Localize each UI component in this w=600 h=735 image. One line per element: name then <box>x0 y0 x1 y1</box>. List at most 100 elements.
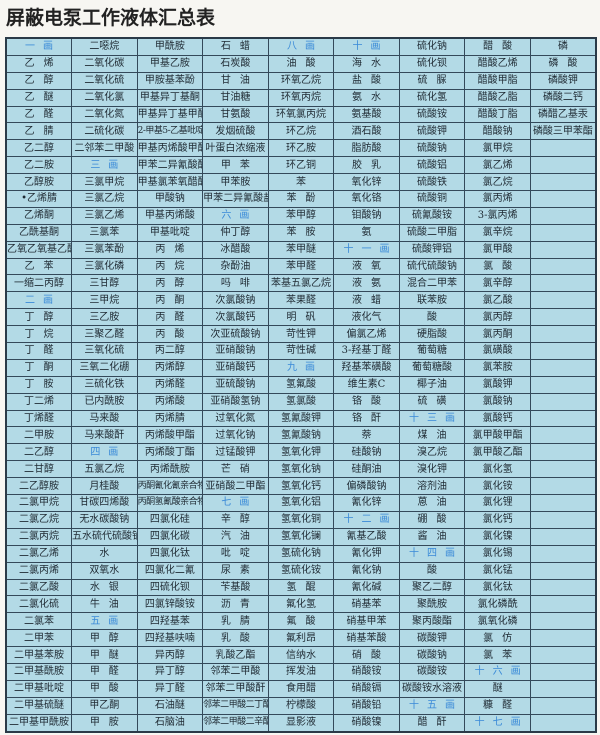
table-row: 二氯甲烷 甘碳四烯酸 丙酮氢氰酸亲合物 七画 氢氧化铝 氰化锌 蒽油 氯化锂 <box>5 494 597 512</box>
table-cell: 乙烯 <box>5 54 73 73</box>
table-cell: 氢硫化钠 <box>267 544 335 563</box>
table-cell: 邻苯二甲酸二丁酯 <box>202 696 269 715</box>
table-row: 二甲基吡啶 甲酸 异丁醛 邻苯二甲酸酐 食用醋 硝酸镉 碳酸铵水溶液醚 <box>5 679 597 698</box>
table-cell: 葡萄糖酸 <box>398 358 466 377</box>
table-cell: 苯 <box>267 173 335 192</box>
table-cell: 二氯化硫 <box>5 595 73 614</box>
table-cell: 五氯乙烷 <box>71 460 138 479</box>
table-cell: 氢氯酸 <box>267 392 335 411</box>
table-cell: 丙酮 <box>136 291 204 310</box>
table-cell: 三氧二化硼 <box>71 358 138 377</box>
table-cell: 丙二醇 <box>136 342 204 360</box>
table-cell: 醋酸乙烯 <box>464 54 531 73</box>
table-cell: 环乙胺 <box>267 139 335 158</box>
table-cell: 二氧化氯 <box>71 88 138 107</box>
table-cell: 硫磺 <box>398 392 466 411</box>
table-cell: 硝基苯酸 <box>333 629 400 648</box>
table-row: 二画 三甲烷 丙酮 次氯酸钠 苯果醛 液蜡 联苯胺 氯乙酸 <box>5 291 597 310</box>
table-cell: 丁醇 <box>5 308 73 327</box>
table-cell: 汽油 <box>202 527 269 546</box>
table-cell: 氯甲酸 <box>464 240 531 259</box>
table-cell: 二甲基甲酰胺 <box>5 713 73 733</box>
table-cell: 甘油糖 <box>202 88 269 107</box>
table-cell: 苛性钾 <box>267 325 335 344</box>
table-cell: 月桂酸 <box>71 477 138 496</box>
table-cell: 溶剂油 <box>398 477 466 496</box>
table-cell: 二硫化碳 <box>71 122 138 141</box>
table-row: 乙烯 二氧化碳 甲基乙胺 石炭酸 油酸 海水 硫化钡 醋酸乙烯 磷酸 <box>5 54 597 73</box>
table-cell: 氯化镍 <box>464 527 531 546</box>
table-cell: 乙酰基酮 <box>5 223 73 242</box>
table-cell <box>529 662 597 681</box>
table-cell: 氯化铵 <box>464 477 531 496</box>
table-cell: 氯丙醇 <box>464 308 531 327</box>
table-cell: 甲酸钠 <box>136 190 204 208</box>
table-cell <box>529 173 597 192</box>
table-cell <box>529 527 597 546</box>
table-cell: 异丁醇 <box>136 662 204 681</box>
table-cell <box>529 426 597 445</box>
table-cell: 苯基五氯乙烷 <box>267 274 335 293</box>
table-cell <box>529 409 597 428</box>
table-cell: 硫脲 <box>398 71 466 90</box>
table-cell: 次氯酸钠 <box>202 291 269 310</box>
table-cell <box>529 460 597 479</box>
table-cell: 氢硫化铵 <box>267 561 335 580</box>
table-cell: 氯乙酸 <box>464 291 531 310</box>
table-row: 丁烯醛 马来酸 丙烯腈 过氧化氮 氢氰酸钾 铬酐 十三画 氯酸钙 <box>5 409 597 428</box>
table-cell: 氯甲酸乙酯 <box>464 443 531 462</box>
table-cell: 乳酸 <box>202 629 269 648</box>
table-cell: 苯甲醚 <box>267 240 335 259</box>
table-cell: 硝酸镍 <box>333 713 400 733</box>
table-cell: 丁烷 <box>5 325 73 344</box>
table-cell: 已内酰胺 <box>71 392 138 411</box>
table-cell: 石炭酸 <box>202 54 269 73</box>
section-heading-cell: 十三画 <box>398 409 466 428</box>
table-cell: 铬酐 <box>333 409 400 428</box>
table-cell: 甲基氯苯氧醋酸 <box>136 173 204 192</box>
table-cell: 硼酸 <box>398 510 466 529</box>
table-row: 乙醇 二氧化硫 甲胺基苯酚 甘油 环氧乙烷 盐酸 硫脲 醋酸甲脂 磷酸钾 <box>5 71 597 90</box>
table-cell: 磷醋乙基汞 <box>529 105 597 124</box>
table-cell: 仲丁醇 <box>202 223 269 242</box>
table-cell: 二甲胺 <box>5 426 73 445</box>
table-cell: 硫酸铵 <box>398 105 466 124</box>
table-row: 乙醛 二氧化氮 甲基异丁基甲酮 甘氨酸 环氧氯丙烷 氨基酸 硫酸铵 醋酸丁脂 磷醋乙基汞 <box>5 105 597 124</box>
table-cell: 氯仿 <box>464 629 531 648</box>
table-row: 二氯丙烷 五水硫代硫酸钠 四氯化碳 汽油 氢氧化镧 氰基乙酸 酱油 氯化镍 <box>5 527 597 546</box>
table-cell: 氰化碱 <box>333 578 400 597</box>
table-cell: 硅酸钠 <box>333 443 400 462</box>
table-cell: 甲酸 <box>71 679 138 698</box>
table-row: 二甲苯 甲醇 四羟基呋喃 乳酸 氟利昂 硝基苯酸 碳酸钾 氯仿 <box>5 629 597 648</box>
table-cell: 醋酸乙脂 <box>464 88 531 107</box>
table-cell: 三氧化硫 <box>71 342 138 360</box>
table-cell: 氯甲酸甲酯 <box>464 426 531 445</box>
table-cell: 氯乙烷 <box>464 173 531 192</box>
table-cell: 丁胺 <box>5 375 73 394</box>
table-cell: 石油醚 <box>136 696 204 715</box>
table-cell: 三氯甲烷 <box>71 173 138 192</box>
table-row: 二甲基苯胺 甲醚 异丙醇 乳酸乙酯 信纳水 硝酸 碳酸钠 氯苯 <box>5 646 597 664</box>
table-cell <box>529 510 597 529</box>
table-cell: 乙二胺 <box>5 156 73 175</box>
table-cell: 联苯胺 <box>398 291 466 310</box>
table-cell: 苯胺 <box>267 223 335 242</box>
table-cell: 甲苯胺 <box>202 173 269 192</box>
table-cell: 氢氰酸钾 <box>267 409 335 428</box>
table-cell: 硫代硫酸钠 <box>398 257 466 276</box>
table-cell: 丙醇 <box>136 274 204 293</box>
table-cell <box>529 291 597 310</box>
table-row: 二甘醇 五氯乙烷 丙烯酰胺 芒硝 氢氧化钠 硅酮油 溴化钾 氯化氢 <box>5 460 597 479</box>
table-cell: 氟酸 <box>267 612 335 631</box>
table-cell: 羟基苯磺酸 <box>333 358 400 377</box>
table-cell: 甲醛 <box>71 662 138 681</box>
table-cell: 二氯丙烯 <box>5 561 73 580</box>
table-cell: 椰子油 <box>398 375 466 394</box>
table-cell: 铬酸 <box>333 392 400 411</box>
table-cell: 叶蛋白浓缩液 <box>202 139 269 158</box>
table-cell: 甲基丙烯酸 <box>136 206 204 225</box>
table-cell: 硫酸钾铝 <box>398 240 466 259</box>
section-heading-cell: 十画 <box>333 37 400 56</box>
table-cell: 甲苯二异氰酸盐 <box>202 190 269 208</box>
table-cell: 四羟基呋喃 <box>136 629 204 648</box>
